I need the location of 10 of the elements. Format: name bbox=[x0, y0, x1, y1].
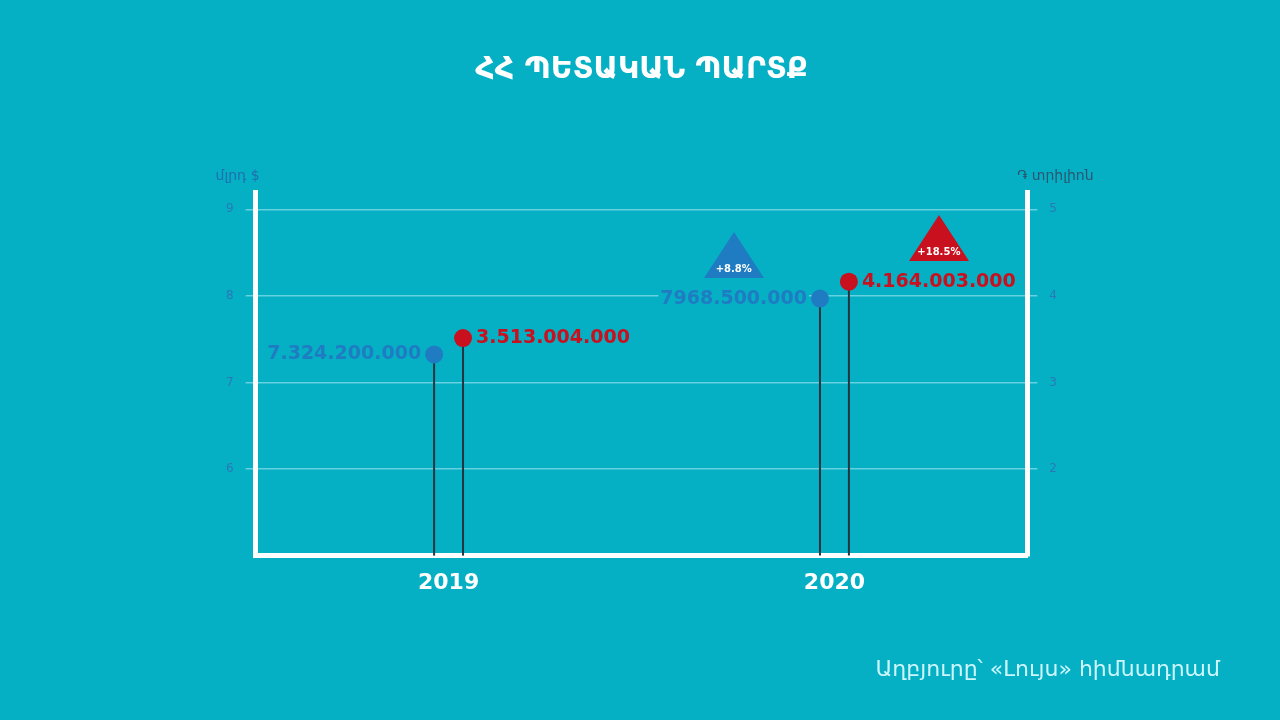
x-tick-label: 2019 bbox=[417, 568, 480, 594]
annotation: +8.8% bbox=[715, 262, 752, 275]
text: Աղբյուրը՝ «Լույս» հիմնադրամ bbox=[875, 655, 1222, 681]
annotation: +18.5% bbox=[917, 245, 961, 258]
y-axis-title: մլրդ $ bbox=[215, 166, 260, 183]
annotation: 4.164.003.000 bbox=[861, 268, 1016, 291]
annotation: 3.513.004.000 bbox=[476, 324, 630, 347]
chart-title: ՀՀ ՊԵՏԱԿԱՆ ՊԱՐՏՔ bbox=[475, 49, 808, 85]
y2-axis-title: ֏ տրիլիոն bbox=[1017, 166, 1094, 183]
x-tick-label: 2020 bbox=[803, 568, 866, 594]
